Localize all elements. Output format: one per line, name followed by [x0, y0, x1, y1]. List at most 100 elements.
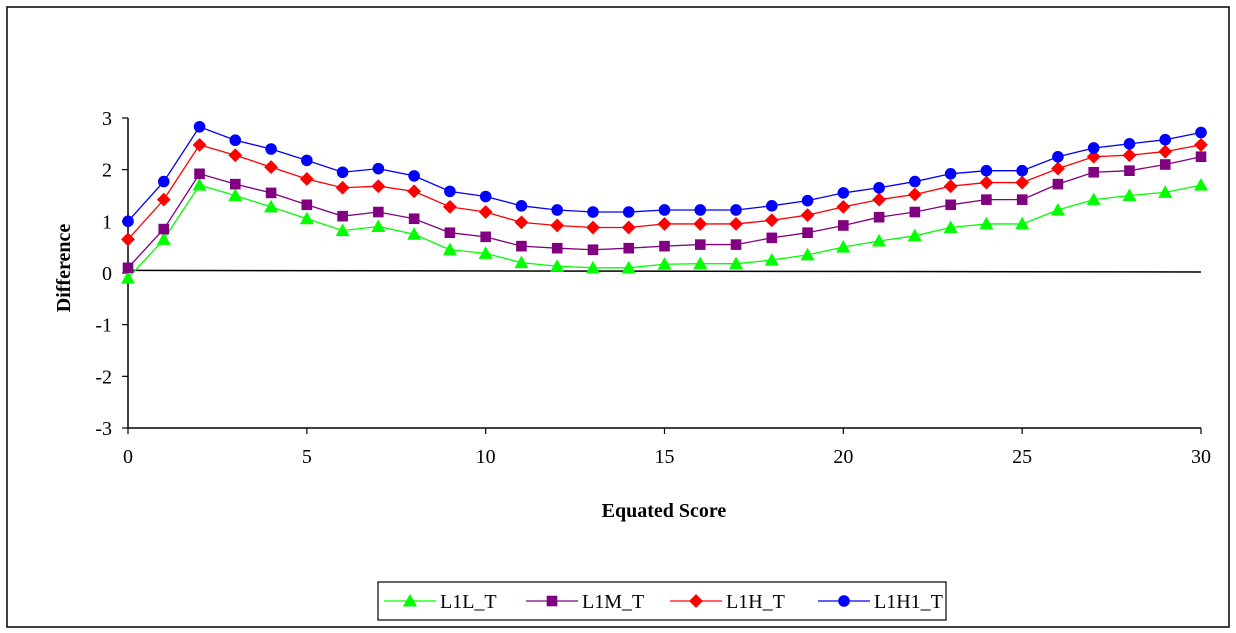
data-point — [1052, 178, 1064, 190]
data-point — [907, 228, 922, 242]
data-point — [156, 232, 171, 245]
data-point — [192, 137, 207, 152]
data-point — [980, 164, 993, 177]
x-tick-label: 5 — [302, 446, 312, 468]
data-point — [1016, 164, 1028, 177]
y-tick-label: -2 — [95, 366, 112, 388]
data-point — [657, 257, 672, 270]
x-tick-label: 10 — [476, 446, 496, 468]
data-point — [120, 271, 136, 284]
data-point — [335, 180, 350, 195]
data-point — [907, 187, 922, 202]
data-point — [1015, 175, 1030, 190]
data-point — [264, 160, 278, 175]
data-point — [407, 184, 422, 199]
data-point — [228, 148, 243, 163]
data-point — [943, 179, 958, 194]
x-tick-label: 15 — [655, 446, 675, 468]
legend-item-L1L_T: L1L_T — [384, 591, 497, 613]
reference-line — [127, 269, 1202, 273]
data-point — [479, 190, 492, 203]
data-point — [478, 246, 493, 259]
legend-label: L1H1_T — [874, 591, 943, 613]
series-L1L_T — [120, 178, 1209, 284]
data-point — [192, 178, 207, 191]
data-point — [836, 240, 851, 253]
data-point — [1159, 133, 1172, 146]
legend-label: L1H_T — [726, 591, 785, 613]
data-point — [693, 256, 708, 270]
data-point — [156, 192, 171, 207]
data-point — [158, 223, 170, 235]
data-point — [729, 216, 743, 231]
legend-item-L1H_T: L1H_T — [670, 591, 785, 613]
data-point — [1016, 194, 1028, 205]
data-point — [764, 213, 779, 228]
data-point — [371, 219, 386, 232]
data-point — [1015, 216, 1030, 230]
data-point — [514, 215, 529, 230]
data-point — [265, 187, 277, 199]
data-point — [515, 200, 528, 212]
data-point — [1195, 151, 1207, 163]
data-point — [802, 227, 813, 238]
data-point — [836, 199, 851, 214]
y-tick-label: 0 — [102, 263, 112, 285]
data-point — [730, 204, 742, 216]
data-point — [229, 134, 242, 147]
data-point — [872, 233, 887, 247]
data-point — [1123, 138, 1136, 150]
data-point — [1158, 144, 1173, 159]
data-point — [766, 232, 778, 244]
data-point — [550, 218, 565, 233]
data-point — [1086, 192, 1101, 206]
data-point — [873, 211, 885, 223]
data-point — [478, 205, 493, 219]
data-point — [551, 204, 564, 216]
data-point — [514, 255, 529, 269]
series-group — [120, 120, 1209, 284]
legend-marker — [689, 594, 703, 608]
data-point — [194, 168, 205, 180]
data-point — [694, 204, 707, 216]
data-point — [800, 247, 815, 261]
data-point — [373, 206, 384, 218]
data-point — [1087, 142, 1100, 154]
data-point — [1122, 148, 1137, 163]
data-point — [228, 188, 243, 201]
data-point — [264, 199, 279, 213]
legend-label: L1M_T — [582, 591, 644, 613]
chart-border — [6, 6, 1230, 628]
data-point — [371, 179, 386, 194]
data-point — [621, 220, 636, 235]
data-point — [837, 187, 850, 199]
y-tick-label: -1 — [95, 315, 112, 337]
data-point — [586, 220, 600, 235]
y-tick-label: 2 — [102, 160, 112, 182]
data-point — [408, 213, 420, 225]
data-point — [585, 260, 600, 274]
legend: L1L_T L1M_T L1H_T L1H1_T — [377, 581, 947, 621]
data-point — [442, 242, 457, 256]
x-tick-label: 20 — [833, 446, 853, 468]
data-point — [1193, 178, 1209, 191]
x-tick-label: 0 — [123, 446, 133, 468]
data-point — [157, 175, 170, 188]
data-point — [943, 220, 958, 234]
x-tick-label: 25 — [1012, 446, 1032, 468]
data-point — [301, 199, 313, 211]
data-point — [623, 242, 635, 254]
data-point — [230, 178, 241, 190]
data-point — [337, 210, 348, 222]
legend-marker — [838, 595, 850, 607]
y-tick-label: -3 — [95, 418, 112, 440]
data-point — [444, 227, 456, 238]
data-point — [336, 166, 349, 179]
data-point — [979, 175, 994, 190]
data-point — [765, 200, 778, 212]
data-point — [301, 154, 313, 167]
data-point — [909, 206, 921, 218]
data-point — [444, 185, 456, 198]
data-point — [122, 215, 134, 228]
